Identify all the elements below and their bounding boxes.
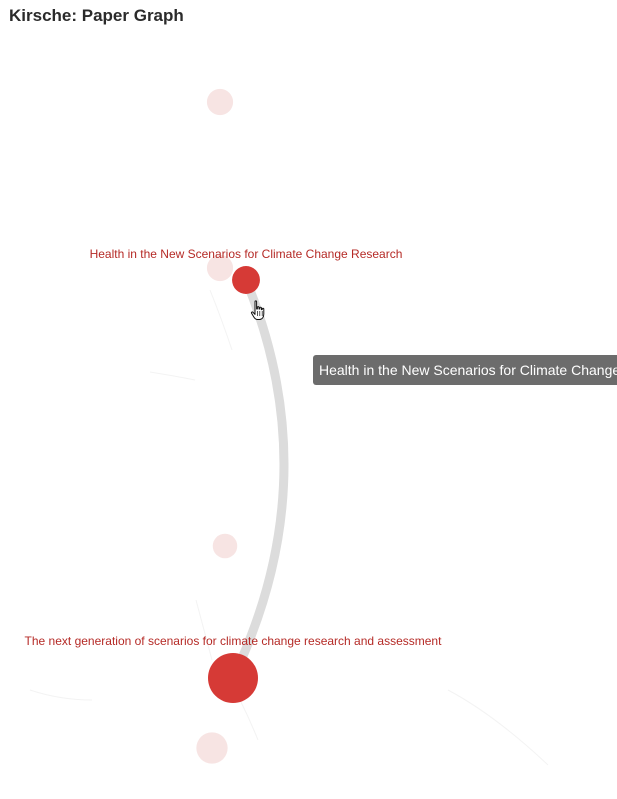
faded-links-layer [29, 289, 549, 766]
nodes-layer [196, 88, 260, 764]
hand-pointer-icon [250, 300, 265, 320]
app-title: Kirsche: Paper Graph [9, 6, 184, 25]
faded-paper-node[interactable] [206, 88, 234, 116]
citation-link[interactable] [228, 275, 289, 683]
faded-link [447, 689, 549, 766]
faded-paper-node[interactable] [196, 732, 228, 764]
paper-node-label: Health in the New Scenarios for Climate … [90, 247, 403, 261]
links-layer [228, 275, 289, 683]
labels-layer: Health in the New Scenarios for Climate … [25, 247, 443, 648]
faded-link [239, 699, 259, 741]
paper-node[interactable] [232, 266, 260, 294]
faded-link [209, 289, 233, 351]
faded-paper-node[interactable] [206, 254, 234, 282]
paper-node[interactable] [208, 653, 258, 703]
paper-node-label: The next generation of scenarios for cli… [25, 634, 443, 648]
node-tooltip: Health in the New Scenarios for Climate … [313, 355, 617, 385]
faded-link [29, 689, 93, 701]
faded-link [149, 371, 196, 381]
faded-link [195, 599, 213, 661]
faded-paper-node[interactable] [212, 533, 238, 559]
